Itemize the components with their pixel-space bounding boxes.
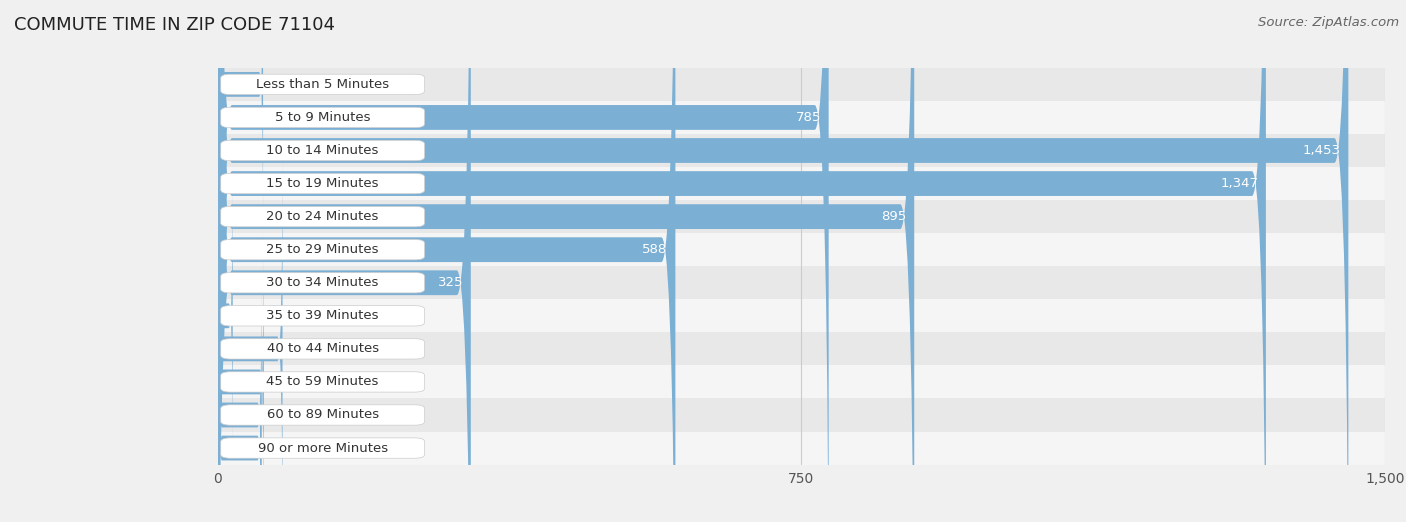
Bar: [218, 233, 1385, 266]
FancyBboxPatch shape: [218, 142, 283, 522]
Text: 45 to 59 Minutes: 45 to 59 Minutes: [267, 375, 378, 388]
FancyBboxPatch shape: [218, 262, 262, 522]
Text: 588: 588: [643, 243, 668, 256]
Bar: [218, 333, 1385, 365]
FancyBboxPatch shape: [218, 229, 264, 522]
FancyBboxPatch shape: [218, 0, 263, 238]
Text: Less than 5 Minutes: Less than 5 Minutes: [256, 78, 389, 91]
Bar: [218, 200, 1385, 233]
FancyBboxPatch shape: [218, 163, 233, 469]
Bar: [218, 167, 1385, 200]
Text: 59: 59: [271, 375, 288, 388]
Bar: [218, 398, 1385, 432]
Text: 25 to 29 Minutes: 25 to 29 Minutes: [266, 243, 380, 256]
Text: 30 to 34 Minutes: 30 to 34 Minutes: [267, 276, 378, 289]
Bar: [218, 101, 1385, 134]
Bar: [218, 68, 1385, 101]
Bar: [218, 432, 1385, 465]
FancyBboxPatch shape: [218, 0, 675, 522]
Text: 60 to 89 Minutes: 60 to 89 Minutes: [267, 409, 378, 421]
Text: 56: 56: [270, 442, 287, 455]
Text: 40 to 44 Minutes: 40 to 44 Minutes: [267, 342, 378, 355]
Text: 5 to 9 Minutes: 5 to 9 Minutes: [276, 111, 370, 124]
Text: 10 to 14 Minutes: 10 to 14 Minutes: [267, 144, 378, 157]
Text: 19: 19: [240, 310, 257, 322]
Text: COMMUTE TIME IN ZIP CODE 71104: COMMUTE TIME IN ZIP CODE 71104: [14, 16, 335, 33]
Bar: [218, 299, 1385, 333]
Bar: [218, 365, 1385, 398]
Text: 56: 56: [270, 409, 287, 421]
Text: 1,347: 1,347: [1220, 177, 1258, 190]
Text: 325: 325: [437, 276, 463, 289]
Text: 785: 785: [796, 111, 821, 124]
FancyBboxPatch shape: [218, 0, 1265, 522]
Bar: [218, 266, 1385, 299]
Text: 35 to 39 Minutes: 35 to 39 Minutes: [266, 310, 380, 322]
Text: 895: 895: [882, 210, 907, 223]
Bar: [218, 134, 1385, 167]
Text: 15 to 19 Minutes: 15 to 19 Minutes: [266, 177, 380, 190]
Text: 20 to 24 Minutes: 20 to 24 Minutes: [267, 210, 378, 223]
FancyBboxPatch shape: [218, 0, 1348, 522]
Text: 90 or more Minutes: 90 or more Minutes: [257, 442, 388, 455]
Text: 58: 58: [271, 78, 288, 91]
FancyBboxPatch shape: [218, 0, 828, 522]
Text: 1,453: 1,453: [1302, 144, 1340, 157]
FancyBboxPatch shape: [218, 0, 471, 522]
FancyBboxPatch shape: [218, 295, 262, 522]
FancyBboxPatch shape: [218, 0, 914, 522]
Text: 83: 83: [290, 342, 307, 355]
Text: Source: ZipAtlas.com: Source: ZipAtlas.com: [1258, 16, 1399, 29]
